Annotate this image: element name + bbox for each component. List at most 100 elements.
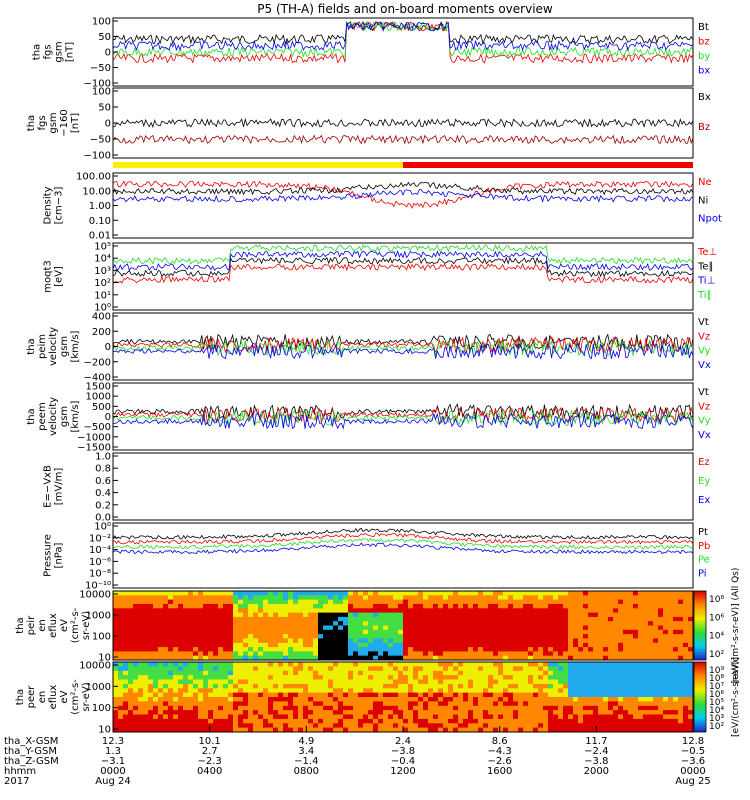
spectrogram-8-cell <box>148 603 154 609</box>
spectrogram-9-cell <box>218 727 224 733</box>
legend-1-bz: Bz <box>698 122 710 133</box>
spectrogram-9-cell <box>318 692 324 698</box>
spectrogram-9-cell <box>253 692 259 698</box>
spectrogram-9-cell <box>428 688 434 694</box>
spectrogram-8-cell <box>113 603 119 609</box>
spectrogram-8-cell <box>188 591 194 596</box>
spectrogram-9-cell <box>598 692 604 698</box>
spectrogram-9-cell <box>283 662 289 667</box>
spectrogram-9-cell <box>453 675 459 680</box>
spectrogram-8-cell <box>568 655 574 661</box>
spectrogram-8-cell <box>348 612 354 618</box>
spectrogram-8-cell <box>373 647 379 652</box>
spectrogram-8-cell <box>568 634 574 639</box>
spectrogram-9-cell <box>513 683 519 689</box>
spectrogram-9-cell <box>558 697 564 702</box>
spectrogram-8-cell <box>418 603 424 609</box>
spectrogram-8-cell <box>318 634 324 639</box>
spectrogram-8-cell <box>363 612 369 618</box>
spectrogram-9-cell <box>268 701 274 707</box>
spectrogram-8-cell <box>178 591 184 596</box>
spectrogram-8-cell <box>153 608 159 613</box>
spectrogram-9-cell <box>333 688 339 694</box>
spectrogram-8-cell <box>518 629 524 635</box>
spectrogram-8-cell <box>688 591 694 596</box>
panel-2-ytick-label-3: 0.10 <box>89 216 111 227</box>
spectrogram-9-cell <box>493 675 499 680</box>
spectrogram-9-cell <box>603 705 609 711</box>
spectrogram-9-cell <box>408 675 414 680</box>
spectrogram-8-cell <box>253 655 259 661</box>
spectrogram-9-cell <box>198 710 204 715</box>
spectrogram-9-cell <box>253 718 259 724</box>
spectrogram-8-cell <box>528 591 534 596</box>
spectrogram-9-cell <box>278 714 284 720</box>
panel-6-ytick-label-3: 0.4 <box>95 488 111 499</box>
spectrogram-8-cell <box>563 616 569 622</box>
spectrogram-9-cell <box>138 697 144 702</box>
spectrogram-8-cell <box>273 642 279 648</box>
spectrogram-8-cell <box>683 647 689 652</box>
spectrogram-8-cell <box>438 638 444 644</box>
spectrogram-9-cell <box>128 705 134 711</box>
spectrogram-8-cell <box>598 595 604 600</box>
spectrogram-9-cell <box>533 692 539 698</box>
spectrogram-8-cell <box>238 642 244 648</box>
spectrogram-8-cell <box>668 629 674 635</box>
spectrogram-9-cell <box>368 688 374 694</box>
spectrogram-9-cell <box>343 675 349 680</box>
spectrogram-8-cell <box>178 629 184 635</box>
spectrogram-9-cell <box>263 705 269 711</box>
spectrogram-9-cell <box>513 718 519 724</box>
spectrogram-8-cell <box>483 591 489 596</box>
spectrogram-9-cell <box>308 714 314 720</box>
spectrogram-9-cell <box>433 714 439 720</box>
spectrogram-8-cell <box>623 599 629 605</box>
spectrogram-9-cell <box>558 666 564 672</box>
spectrogram-9-cell <box>258 710 264 715</box>
spectrogram-9-cell <box>523 701 529 707</box>
spectrogram-8-cell <box>383 638 389 644</box>
panel-9-ylabel-4: eV <box>59 690 70 703</box>
spectrogram-9-cell <box>303 723 309 729</box>
spectrogram-9-cell <box>598 683 604 689</box>
spectrogram-8-cell <box>403 651 409 657</box>
spectrogram-8-cell <box>343 655 349 661</box>
spectrogram-8-cell <box>133 591 139 596</box>
spectrogram-9-cell <box>278 701 284 707</box>
spectrogram-9-cell <box>493 710 499 715</box>
spectrogram-9-cell <box>423 697 429 702</box>
spectrogram-8-cell <box>468 651 474 657</box>
spectrogram-9-cell <box>558 701 564 707</box>
spectrogram-9-cell <box>578 697 584 702</box>
spectrogram-9-cell <box>543 670 549 676</box>
spectrogram-9-cell <box>313 727 319 733</box>
spectrogram-8-cell <box>513 612 519 618</box>
spectrogram-8-cell <box>658 629 664 635</box>
spectrogram-9-cell <box>298 670 304 676</box>
spectrogram-8-cell <box>583 625 589 631</box>
spectrogram-8-cell <box>633 625 639 631</box>
panel-6-ytick-label-0: 1.0 <box>95 452 111 463</box>
spectrogram-8-cell <box>468 599 474 605</box>
spectrogram-8-cell <box>538 616 544 622</box>
spectrogram-9-cell <box>428 675 434 680</box>
spectrogram-8-cell <box>648 621 654 626</box>
spectrogram-9-cell <box>518 718 524 724</box>
spectrogram-9-cell <box>353 705 359 711</box>
spectrogram-9-cell <box>588 688 594 694</box>
spectrogram-9-cell <box>608 710 614 715</box>
spectrogram-8-cell <box>238 616 244 622</box>
spectrogram-9-cell <box>458 675 464 680</box>
spectrogram-9-cell <box>268 679 274 685</box>
spectrogram-9-cell <box>258 670 264 676</box>
spectrogram-9-cell <box>638 714 644 720</box>
panel-0-trace-000000 <box>112 20 694 46</box>
spectrogram-8-cell <box>248 603 254 609</box>
panel-9-ylabel-1: peer <box>26 685 37 709</box>
spectrogram-8-cell <box>503 647 509 652</box>
spectrogram-8-cell <box>133 625 139 631</box>
spectrogram-8-cell <box>508 651 514 657</box>
spectrogram-8-cell <box>648 655 654 661</box>
